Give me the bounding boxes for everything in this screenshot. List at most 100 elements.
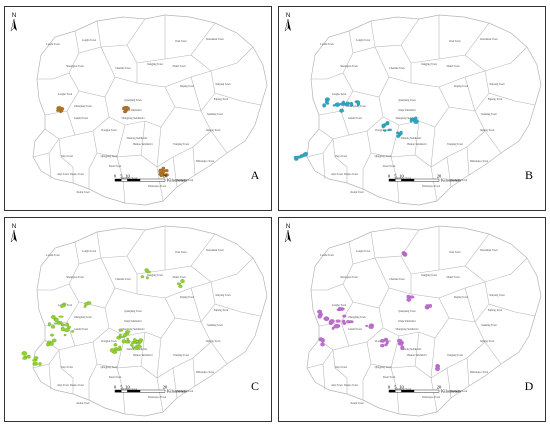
panel-letter: B bbox=[525, 168, 533, 182]
township-boundary bbox=[190, 76, 202, 112]
township-boundary bbox=[190, 46, 254, 72]
town-label: Xinyang Town bbox=[215, 294, 231, 297]
town-label: Shanglong Subdistrict bbox=[396, 117, 419, 120]
hotspot-patch bbox=[435, 366, 440, 372]
hotspot-patch bbox=[67, 325, 71, 329]
town-label: Jiangjing Town bbox=[421, 274, 438, 277]
township-boundary bbox=[156, 341, 212, 379]
town-label: Ganzhi Town bbox=[348, 328, 363, 331]
town-label: Zhengzhi Town bbox=[177, 179, 194, 182]
hotspot-patch bbox=[32, 361, 38, 366]
hotspot-patch bbox=[383, 129, 387, 132]
town-label: Dixiaoqiao Town bbox=[148, 185, 167, 188]
scale-tick-label: 5 bbox=[394, 385, 397, 390]
town-label: Jiaohu Town bbox=[350, 191, 364, 194]
hotspot-patch bbox=[137, 340, 143, 343]
town-label: Xiuju Subdistrict bbox=[398, 320, 416, 323]
town-label: Shuangtou Town bbox=[340, 276, 358, 279]
hotspot-patch bbox=[54, 322, 59, 325]
town-label: Anyi Town bbox=[331, 384, 343, 387]
hotspot-patch bbox=[21, 351, 28, 356]
township-boundary bbox=[332, 138, 348, 183]
town-label: Daping Town bbox=[180, 296, 195, 299]
town-label: Fujiang Town bbox=[214, 309, 229, 312]
town-label: Longhe Town bbox=[332, 304, 347, 307]
town-label: Jiaohu Town bbox=[76, 402, 90, 405]
town-label: Ganzhi Town bbox=[74, 117, 89, 120]
map-panel-a: Shuangtou Town Dasi Town Dazuishan Town Lao… bbox=[4, 6, 272, 211]
town-label: Xinyang Town bbox=[215, 83, 231, 86]
township-boundary bbox=[400, 226, 440, 275]
township-boundary bbox=[210, 281, 262, 317]
hotspot-patch bbox=[58, 315, 64, 318]
town-label: Xiuju Subdistrict bbox=[124, 109, 142, 112]
scale-tick-label: 20 bbox=[437, 174, 442, 179]
hotspot-patch bbox=[161, 166, 166, 170]
hotspot-patch bbox=[380, 338, 386, 343]
township-boundary bbox=[322, 363, 326, 391]
township-boundary bbox=[88, 341, 98, 400]
hotspot-patch bbox=[299, 154, 305, 158]
north-label: N bbox=[12, 224, 16, 230]
township-boundary bbox=[172, 156, 178, 188]
town-label: Fujiang Town bbox=[488, 309, 503, 312]
scale-segment bbox=[114, 178, 122, 182]
town-label: Sanming Town bbox=[207, 113, 223, 116]
town-label: Jiangjing Town bbox=[147, 63, 164, 66]
township-boundary bbox=[484, 70, 536, 106]
town-label: Fujiang Town bbox=[214, 98, 229, 101]
scale-tick-label: 5 bbox=[120, 385, 123, 390]
township-boundary bbox=[332, 349, 348, 394]
scale-segment bbox=[127, 389, 141, 393]
town-label: Dingping Town bbox=[121, 177, 138, 180]
town-label: Zhangfang Town bbox=[74, 316, 92, 319]
hotspot-patch bbox=[368, 325, 374, 329]
town-label: Xiuxi Town bbox=[109, 165, 122, 168]
hotspot-patch bbox=[384, 337, 387, 341]
scale-segment bbox=[395, 178, 402, 182]
town-label: Jiangjing Town bbox=[147, 274, 164, 277]
town-label: Shuangtou Town bbox=[66, 65, 84, 68]
town-label: Daya Town bbox=[335, 155, 348, 158]
map-boundaries bbox=[32, 14, 268, 206]
town-label: Tianping Town bbox=[447, 354, 463, 357]
township-boundary bbox=[430, 166, 438, 202]
hotspot-patch bbox=[140, 275, 145, 279]
town-label: Shuangtou Town bbox=[340, 65, 358, 68]
hotspot-patch bbox=[55, 109, 62, 112]
township-boundary bbox=[362, 341, 372, 400]
scale-unit-label: Kilometers bbox=[441, 177, 461, 182]
township-boundary bbox=[192, 357, 196, 387]
town-label: Daqiao Town bbox=[70, 173, 85, 176]
hotspot-patch bbox=[342, 319, 346, 324]
hotspot-patch bbox=[146, 270, 151, 274]
north-arrow-icon bbox=[284, 229, 291, 243]
scale-segment bbox=[395, 389, 402, 393]
town-label: Dingping Town bbox=[121, 388, 138, 391]
town-label: Dazuishan Town bbox=[480, 38, 498, 41]
scale-unit-label: Kilometers bbox=[441, 388, 461, 393]
town-label: Jiaohu Town bbox=[350, 402, 364, 405]
town-label: Daqiao Town bbox=[344, 384, 359, 387]
hotspot-patch bbox=[409, 118, 413, 123]
hotspot-patch bbox=[387, 128, 392, 131]
county-outline bbox=[306, 225, 542, 417]
hotspot-patch bbox=[130, 343, 134, 347]
town-label: Sanming Town bbox=[207, 324, 223, 327]
town-label: Tianping Town bbox=[173, 354, 189, 357]
scale-tick-label: 0 bbox=[388, 385, 391, 390]
hotspot-patch bbox=[61, 323, 66, 327]
town-label: Longfu Town bbox=[356, 250, 371, 253]
map-boundaries bbox=[306, 225, 542, 417]
hotspot-patch bbox=[178, 284, 183, 288]
hotspot-patch bbox=[321, 338, 325, 343]
township-boundary bbox=[156, 166, 164, 202]
hotspot-patch bbox=[322, 103, 327, 108]
north-arrow-icon bbox=[284, 18, 291, 32]
town-label: Nanlong Subdistrict bbox=[401, 137, 422, 140]
town-label: Jiajiang Town bbox=[480, 340, 495, 343]
town-label: Shanglong Subdistrict bbox=[122, 117, 145, 120]
hotspot-patch bbox=[50, 333, 54, 337]
